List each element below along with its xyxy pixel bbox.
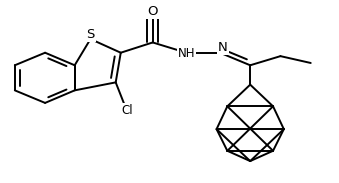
Text: Cl: Cl — [121, 104, 133, 117]
Text: NH: NH — [178, 47, 195, 60]
Text: O: O — [147, 5, 158, 18]
Text: S: S — [86, 28, 95, 41]
Text: N: N — [218, 40, 227, 53]
